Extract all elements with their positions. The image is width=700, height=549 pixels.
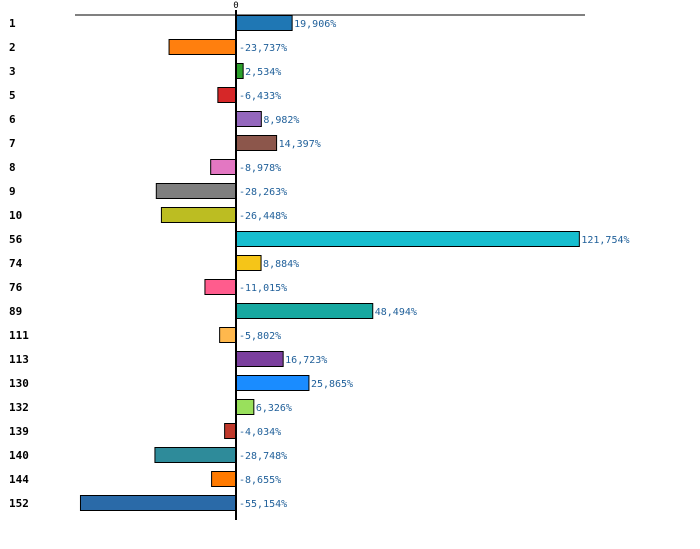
value-label: 2,534% [245, 67, 281, 78]
value-label: 16,723% [285, 355, 327, 366]
category-label: 111 [9, 329, 29, 342]
category-label: 56 [9, 233, 23, 246]
bar [235, 303, 374, 319]
value-label: 25,865% [311, 379, 353, 390]
category-label: 152 [9, 497, 29, 510]
bar [160, 207, 237, 223]
value-label: 48,494% [375, 307, 417, 318]
bar [210, 159, 237, 175]
category-label: 144 [9, 473, 29, 486]
bar [235, 351, 284, 367]
category-label: 7 [9, 137, 16, 150]
bar [219, 327, 237, 343]
bar [235, 231, 580, 247]
category-label: 74 [9, 257, 23, 270]
value-label: -28,748% [239, 451, 287, 462]
bar [235, 399, 255, 415]
category-label: 132 [9, 401, 29, 414]
bar [235, 375, 310, 391]
bar [224, 423, 237, 439]
category-label: 1 [9, 17, 16, 30]
value-label: 8,982% [263, 115, 299, 126]
bars-group: 1 19,906% 2 -23,737% 3 2,534% 5 -6,433% 6 8,982% 7… [9, 15, 630, 511]
category-label: 113 [9, 353, 29, 366]
category-label: 2 [9, 41, 16, 54]
value-label: -55,154% [239, 499, 287, 510]
value-label: 14,397% [279, 139, 321, 150]
bar [155, 183, 237, 199]
value-label: -26,448% [239, 211, 287, 222]
bar [154, 447, 237, 463]
value-label: 121,754% [581, 235, 629, 246]
bar [168, 39, 237, 55]
value-label: 19,906% [294, 19, 336, 30]
value-label: -28,263% [239, 187, 287, 198]
category-label: 9 [9, 185, 16, 198]
value-label: -4,034% [239, 427, 281, 438]
bar [235, 135, 278, 151]
bar [217, 87, 237, 103]
bar [235, 255, 262, 271]
category-label: 139 [9, 425, 29, 438]
value-label: 8,884% [263, 259, 299, 270]
value-label: 6,326% [256, 403, 292, 414]
value-label: -8,978% [239, 163, 281, 174]
value-label: -23,737% [239, 43, 287, 54]
bar [204, 279, 237, 295]
bar [235, 111, 262, 127]
category-label: 10 [9, 209, 22, 222]
bar [235, 63, 244, 79]
category-label: 6 [9, 113, 16, 126]
category-label: 140 [9, 449, 29, 462]
category-label: 130 [9, 377, 29, 390]
value-label: -6,433% [239, 91, 281, 102]
category-label: 5 [9, 89, 16, 102]
category-label: 8 [9, 161, 16, 174]
zero-tick-label: 0 [233, 1, 238, 11]
bar [235, 15, 293, 31]
value-label: -5,802% [239, 331, 281, 342]
bar [211, 471, 237, 487]
category-label: 89 [9, 305, 22, 318]
value-label: -11,015% [239, 283, 287, 294]
category-label: 3 [9, 65, 16, 78]
category-label: 76 [9, 281, 23, 294]
value-label: -8,655% [239, 475, 281, 486]
bar [79, 495, 237, 511]
